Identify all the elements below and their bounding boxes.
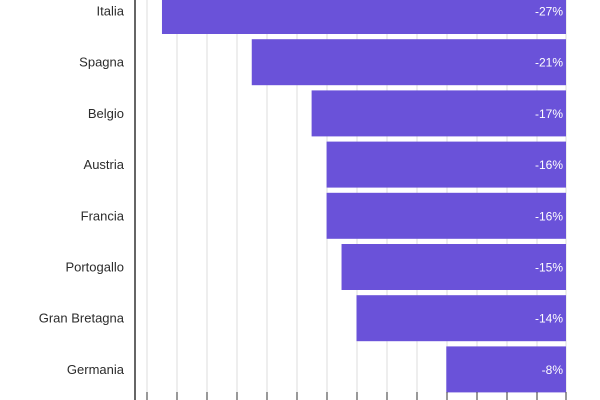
category-label: Spagna	[79, 55, 125, 70]
value-label: -14%	[535, 312, 563, 326]
value-label: -21%	[535, 56, 563, 70]
labels: Italia -27% Spagna -21% Belgio -17% Austria -16…	[39, 4, 564, 377]
value-label: -16%	[535, 209, 563, 223]
bar	[161, 0, 566, 34]
bar	[251, 39, 566, 86]
value-label: -15%	[535, 261, 563, 275]
category-label: Germania	[67, 362, 125, 377]
bar	[326, 141, 566, 188]
bar	[311, 90, 566, 137]
bar	[446, 346, 566, 393]
value-label: -16%	[535, 158, 563, 172]
category-label: Portogallo	[65, 260, 124, 275]
category-label: Gran Bretagna	[39, 311, 125, 326]
axes	[134, 0, 567, 400]
value-label: -27%	[535, 5, 563, 19]
category-label: Belgio	[88, 106, 124, 121]
category-label: Francia	[81, 208, 125, 223]
bars	[161, 0, 566, 393]
bar	[341, 244, 566, 290]
bar	[326, 192, 566, 239]
value-label: -8%	[542, 363, 564, 377]
bar	[356, 295, 566, 342]
value-label: -17%	[535, 107, 563, 121]
category-label: Italia	[97, 4, 125, 19]
category-label: Austria	[84, 157, 125, 172]
